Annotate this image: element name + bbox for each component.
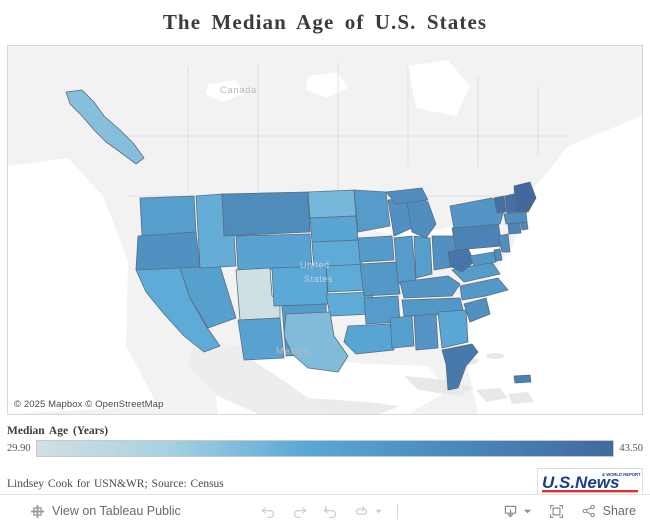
map-label-canada: Canada: [220, 85, 257, 96]
usnews-logo: U.S.News & WORLD REPORT: [537, 468, 643, 496]
chevron-down-icon[interactable]: [523, 507, 532, 516]
state-IA: [357, 235, 395, 263]
legend: Median Age (Years) 29.90 43.50: [7, 425, 643, 457]
fullscreen-icon[interactable]: [548, 503, 565, 520]
state-RI: [520, 221, 529, 231]
state-FL: [441, 343, 479, 391]
map-label-mexico: Mexico: [276, 346, 310, 357]
state-CT: [507, 222, 522, 235]
state-VT: [493, 195, 507, 214]
usnews-wordmark: U.S.News: [542, 473, 619, 492]
legend-title: Median Age (Years): [7, 425, 109, 437]
state-CO: [271, 265, 329, 307]
map-label-united-states-2: States: [304, 274, 333, 284]
state-DE: [493, 248, 503, 262]
states-layer[interactable]: [65, 89, 537, 391]
revert-icon[interactable]: [322, 503, 339, 520]
state-NY: [449, 197, 505, 229]
tableau-logo-icon: [30, 504, 45, 519]
view-on-tableau-public-link[interactable]: View on Tableau Public: [52, 504, 181, 518]
state-ND: [307, 189, 357, 219]
state-WA: [139, 195, 197, 237]
state-LA: [343, 323, 395, 355]
state-MD: [469, 251, 497, 267]
share-icon[interactable]: [581, 503, 597, 519]
state-IN: [413, 235, 433, 279]
state-TX: [283, 311, 349, 373]
state-MI-up: [385, 187, 429, 205]
state-GA: [437, 309, 469, 349]
state-IL: [393, 235, 417, 285]
share-button[interactable]: Share: [602, 504, 636, 518]
legend-max-value: 43.50: [619, 443, 643, 454]
state-MI: [405, 195, 437, 239]
chevron-down-icon[interactable]: [374, 507, 383, 516]
usnews-kicker: & WORLD REPORT: [602, 472, 641, 477]
state-MN: [353, 189, 391, 233]
page-title: The Median Age of U.S. States: [162, 10, 488, 34]
state-SD: [309, 215, 359, 243]
legend-gradient-bar: [35, 440, 615, 457]
state-AZ: [237, 317, 285, 361]
redo-icon[interactable]: [291, 503, 308, 520]
state-ME: [513, 181, 537, 213]
map-canvas[interactable]: Canada United States Mexico © 2025 Mapbo…: [7, 45, 643, 415]
mexico-layer: [188, 341, 400, 414]
map-attribution[interactable]: © 2025 Mapbox © OpenStreetMap: [14, 399, 164, 410]
state-OR: [135, 231, 201, 271]
state-NJ: [497, 233, 511, 253]
undo-icon[interactable]: [260, 503, 277, 520]
download-icon[interactable]: [502, 503, 519, 520]
usnews-rule: [542, 490, 638, 493]
state-KY: [399, 275, 461, 299]
choropleth-map[interactable]: Canada United States Mexico: [8, 46, 642, 414]
state-PR: [513, 374, 532, 384]
tableau-viz: The Median Age of U.S. States: [7, 10, 643, 496]
tableau-toolbar: View on Tableau Public: [0, 494, 650, 527]
legend-min-value: 29.90: [7, 443, 31, 454]
state-AL: [413, 313, 439, 351]
state-MO: [359, 261, 401, 297]
refresh-icon[interactable]: [353, 503, 370, 520]
map-label-united-states-1: United: [300, 260, 330, 270]
credit-line: Lindsey Cook for USN&WR; Source: Census: [7, 478, 224, 490]
caribbean-layer: [404, 353, 534, 404]
state-SC: [463, 297, 491, 323]
state-AK: [65, 89, 145, 165]
state-NC: [459, 277, 509, 301]
toolbar-divider: [397, 503, 398, 519]
state-MT: [221, 191, 311, 237]
state-MS: [389, 315, 415, 349]
